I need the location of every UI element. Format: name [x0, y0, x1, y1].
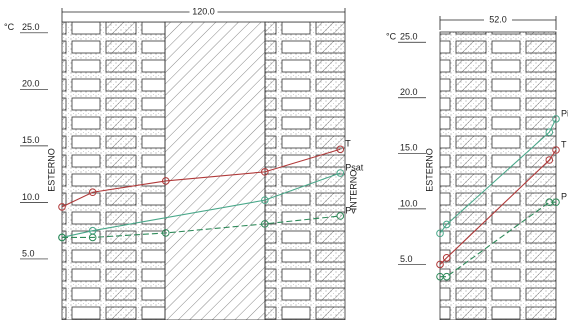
- drawing: 120.05.010.015.020.025.0°CESTERNOINTERNO…: [0, 0, 568, 320]
- side-label: INTERNO: [348, 170, 358, 211]
- dimension-label: 52.0: [489, 14, 507, 24]
- y-tick-label: 10.0: [400, 198, 418, 208]
- wall-right: [440, 32, 556, 320]
- side-label: ESTERNO: [46, 148, 56, 192]
- series-label: P: [561, 192, 567, 202]
- series-label: Pv: [345, 205, 356, 215]
- wall-left: [62, 22, 345, 320]
- y-tick-label: 15.0: [400, 143, 418, 153]
- y-tick-label: 25.0: [22, 22, 40, 32]
- series-label: T: [345, 139, 351, 149]
- y-tick-label: 15.0: [22, 135, 40, 145]
- y-unit: °C: [4, 22, 15, 32]
- y-tick-label: 5.0: [400, 254, 413, 264]
- y-tick-label: 10.0: [22, 192, 40, 202]
- series-label: Pi: [561, 108, 568, 118]
- series-label: Psat: [345, 162, 364, 172]
- side-label: ESTERNO: [424, 148, 434, 192]
- y-tick-label: 5.0: [22, 248, 35, 258]
- y-tick-label: 20.0: [400, 87, 418, 97]
- y-unit: °C: [386, 32, 397, 42]
- y-tick-label: 20.0: [22, 79, 40, 89]
- series-label: T: [561, 139, 567, 149]
- dimension-label: 120.0: [192, 6, 215, 16]
- y-tick-label: 25.0: [400, 32, 418, 42]
